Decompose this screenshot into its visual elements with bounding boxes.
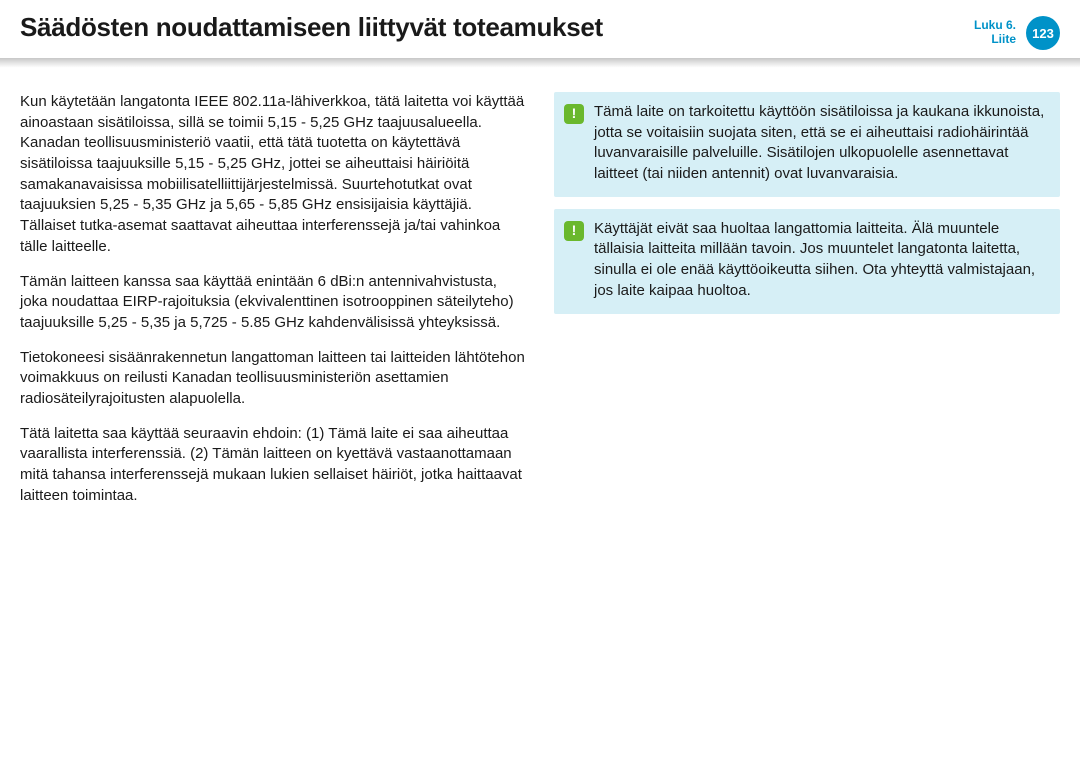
header-meta: Luku 6. Liite 123 [974, 12, 1060, 50]
page-title: Säädösten noudattamiseen liittyvät totea… [20, 12, 603, 43]
chapter-line2: Liite [974, 33, 1016, 47]
alert-icon: ! [564, 104, 584, 124]
body-paragraph: Tätä laitetta saa käyttää seuraavin ehdo… [20, 424, 526, 507]
alert-icon: ! [564, 221, 584, 241]
page-number-badge: 123 [1026, 16, 1060, 50]
info-note: ! Tämä laite on tarkoitettu käyttöön sis… [554, 92, 1060, 197]
body-paragraph: Tämän laitteen kanssa saa käyttää enintä… [20, 272, 526, 334]
header-divider [0, 58, 1080, 70]
page: Säädösten noudattamiseen liittyvät totea… [0, 0, 1080, 766]
chapter-line1: Luku 6. [974, 19, 1016, 33]
info-note: ! Käyttäjät eivät saa huoltaa langattomi… [554, 209, 1060, 314]
note-text: Käyttäjät eivät saa huoltaa langattomia … [594, 219, 1048, 302]
note-text: Tämä laite on tarkoitettu käyttöön sisät… [594, 102, 1048, 185]
body-paragraph: Tietokoneesi sisäänrakennetun langattoma… [20, 348, 526, 410]
body-paragraph: Kun käytetään langatonta IEEE 802.11a-lä… [20, 92, 526, 258]
chapter-label: Luku 6. Liite [974, 19, 1016, 47]
left-column: Kun käytetään langatonta IEEE 802.11a-lä… [20, 92, 526, 520]
right-column: ! Tämä laite on tarkoitettu käyttöön sis… [554, 92, 1060, 520]
content-area: Kun käytetään langatonta IEEE 802.11a-lä… [0, 70, 1080, 520]
page-header: Säädösten noudattamiseen liittyvät totea… [0, 0, 1080, 58]
